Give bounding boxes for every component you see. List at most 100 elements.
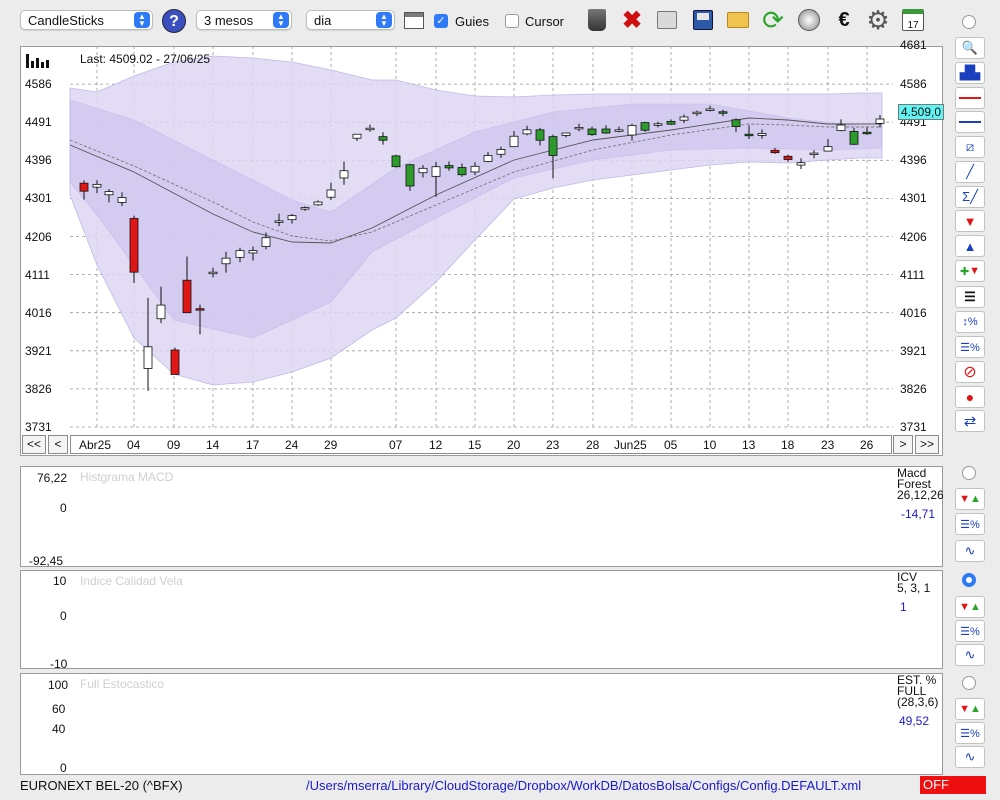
period-select[interactable]: 3 mesos ▲ ▼ <box>196 10 292 30</box>
grid-icon[interactable] <box>404 12 424 29</box>
channel-icon[interactable]: ⧄ <box>955 136 985 158</box>
range-percent-icon[interactable]: ↕% <box>955 311 985 333</box>
nav-first-button[interactable]: << <box>22 435 46 454</box>
candle-body <box>470 165 480 173</box>
guies-checkbox[interactable]: ✓ <box>434 14 448 28</box>
candle-body <box>300 207 310 210</box>
candle-body <box>836 124 846 132</box>
open-folder-icon[interactable] <box>724 6 752 34</box>
save-icon[interactable] <box>689 6 717 34</box>
candle-body <box>326 189 336 198</box>
cursor-checkbox[interactable] <box>505 14 519 28</box>
stoch-arrows-icon[interactable]: ▼ ▲ <box>955 698 985 720</box>
stoch-radio[interactable] <box>962 676 976 690</box>
icv-radio[interactable] <box>962 573 976 587</box>
stoch-curve-icon[interactable]: ∿ <box>955 746 985 768</box>
nav-prev-button[interactable]: < <box>48 435 68 454</box>
interval-select[interactable]: dia ▲ ▼ <box>306 10 395 30</box>
fibonacci-icon[interactable]: Σ╱ <box>955 186 985 208</box>
candle-body <box>692 111 702 115</box>
euro-icon[interactable]: € <box>838 8 850 31</box>
hline-red-icon[interactable] <box>955 87 985 109</box>
y-axis-label-right: 4016 <box>900 305 927 320</box>
hline-blue-icon[interactable] <box>955 111 985 133</box>
candle-body <box>653 123 663 126</box>
candle-body <box>796 162 806 166</box>
date-label: 04 <box>127 438 141 452</box>
stoch-legend: EST. % FULL (28,3,6) 49,52 <box>897 674 938 727</box>
date-label: 28 <box>586 438 600 452</box>
trash-icon[interactable] <box>583 6 611 34</box>
candle-body <box>195 308 205 311</box>
macd-arrows-icon[interactable]: ▼ ▲ <box>955 488 985 510</box>
macd-params: 26,12,26 <box>897 488 944 502</box>
record-icon[interactable]: ● <box>955 386 985 408</box>
icv-title: Indice Calidad Vela <box>80 574 183 588</box>
y-axis-label: 4111 <box>25 267 50 282</box>
y-axis-label-right: 4301 <box>900 191 927 206</box>
add-signal-icon[interactable]: ✚ ▼ <box>955 260 985 282</box>
date-label: 15 <box>468 438 482 452</box>
nav-last-button[interactable]: >> <box>915 435 939 454</box>
date-label: 05 <box>664 438 678 452</box>
candle-body <box>548 136 558 156</box>
candle-body <box>744 133 754 137</box>
config-path[interactable]: /Users/mserra/Library/CloudStorage/Dropb… <box>306 778 862 793</box>
macd-value: -14,71 <box>901 507 936 521</box>
chart-style-icon[interactable]: ▟▙ <box>955 62 985 84</box>
candle-body <box>731 119 741 128</box>
candle-body <box>104 191 114 196</box>
date-label: Abr25 <box>79 438 112 452</box>
lines-icon[interactable]: ☰ <box>955 286 985 308</box>
settings-icon[interactable]: ⚙ <box>866 4 890 35</box>
y-axis-label-right: 4396 <box>900 153 927 168</box>
sell-arrow-icon[interactable]: ▼ <box>955 210 985 232</box>
refresh-icon[interactable]: ⟳ <box>762 4 784 35</box>
icv-arrows-icon[interactable]: ▼ ▲ <box>955 596 985 618</box>
zoom-icon[interactable]: 🔍 <box>955 37 985 59</box>
stoch-percent-icon[interactable]: ☰% <box>955 722 985 744</box>
y-axis-label-right: 3826 <box>900 381 927 396</box>
last-price-label: Last: 4509.02 - 27/06/25 <box>80 52 211 66</box>
buy-arrow-icon[interactable]: ▲ <box>955 235 985 257</box>
nav-next-button[interactable]: > <box>893 435 913 454</box>
date-label: 23 <box>546 438 560 452</box>
y-axis-label: 4396 <box>25 153 52 168</box>
candle-body <box>614 129 624 132</box>
macd-percent-icon[interactable]: ☰% <box>955 513 985 535</box>
download-icon[interactable] <box>795 6 823 34</box>
icv-curve-icon[interactable]: ∿ <box>955 644 985 666</box>
help-button[interactable]: ? <box>162 9 186 33</box>
sync-icon[interactable]: ⇄ <box>955 410 985 432</box>
stoch-panel <box>20 673 943 775</box>
candle-body <box>483 155 493 162</box>
print-icon[interactable] <box>653 6 681 34</box>
y-axis-label: 4206 <box>25 229 52 244</box>
calendar-icon[interactable]: 17 <box>899 6 927 34</box>
chart-type-select[interactable]: CandleSticks ▲ ▼ <box>20 10 153 30</box>
date-axis[interactable] <box>70 435 892 454</box>
candle-body <box>444 165 454 169</box>
chevron-updown-icon: ▲ ▼ <box>376 12 392 28</box>
icv-y-bottom: -10 <box>50 657 68 671</box>
candle-body <box>391 155 401 168</box>
stoch-title: Full Estocastico <box>80 677 165 691</box>
y-axis-label: 4586 <box>25 77 52 92</box>
icv-percent-icon[interactable]: ☰% <box>955 620 985 642</box>
off-toggle[interactable]: OFF <box>920 776 986 794</box>
y-axis-label: 4016 <box>25 305 52 320</box>
stop-icon[interactable]: ⊘ <box>955 361 985 383</box>
current-price-badge: 4.509,0 <box>898 104 944 120</box>
candle-body <box>522 129 532 135</box>
macd-name2: Forest <box>897 477 932 491</box>
trendline-icon[interactable]: ╱ <box>955 161 985 183</box>
macd-radio[interactable] <box>962 466 976 480</box>
macd-curve-icon[interactable]: ∿ <box>955 540 985 562</box>
date-label: 13 <box>742 438 756 452</box>
candle-body <box>352 133 362 139</box>
candle-body <box>117 197 127 203</box>
lines-percent-icon[interactable]: ☰% <box>955 336 985 358</box>
top-radio[interactable] <box>962 15 976 29</box>
inner-band <box>69 99 883 339</box>
delete-icon[interactable]: ✖ <box>621 6 643 34</box>
